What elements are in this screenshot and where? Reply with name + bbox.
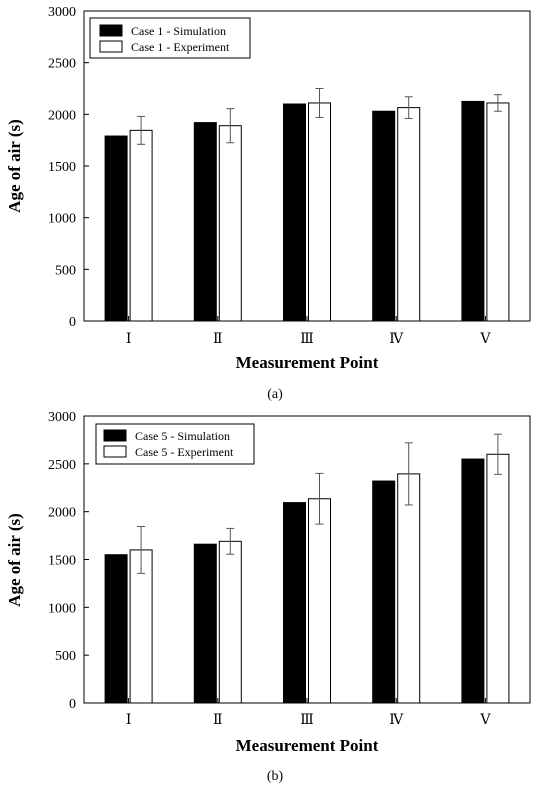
bar-simulation (104, 135, 128, 322)
x-tick-label: Ⅰ (126, 332, 132, 347)
bar-simulation (193, 122, 217, 322)
chart-panel-a: 0 500 1000 1500 2000 2500 3000 Ⅰ Ⅱ Ⅲ Ⅳ Ⅴ Case 1 - S… (5, 5, 531, 402)
y-tick-label: 1500 (48, 554, 76, 569)
bar-experiment (397, 473, 421, 704)
bar-experiment (218, 540, 242, 704)
y-tick-label: 3000 (48, 5, 76, 20)
legend: Case 5 - Simulation Case 5 - Experiment (95, 423, 255, 465)
y-axis-title: Age of air (s) (5, 513, 24, 607)
legend-swatch-experiment (99, 40, 123, 53)
bar-simulation (104, 554, 128, 704)
bar-simulation (193, 543, 217, 704)
panel-caption-b: (b) (267, 769, 284, 784)
panel-caption-a: (a) (267, 387, 283, 402)
legend-label-experiment: Case 1 - Experiment (131, 40, 230, 54)
x-axis-title: Measurement Point (236, 353, 379, 372)
legend-label-experiment: Case 5 - Experiment (135, 445, 234, 459)
y-tick-label: 3000 (48, 410, 76, 425)
y-tick-label: 0 (69, 697, 76, 712)
y-tick-label: 2000 (48, 108, 76, 123)
y-tick-label: 500 (55, 649, 76, 664)
legend-label-simulation: Case 5 - Simulation (135, 429, 230, 443)
chart-panel-b: 0 500 1000 1500 2000 2500 3000 Ⅰ Ⅱ Ⅲ Ⅳ Ⅴ Case 5 - S… (5, 410, 531, 784)
generated-marks: 0 500 1000 1500 2000 2500 3000 Ⅰ Ⅱ Ⅲ Ⅳ Ⅴ (48, 410, 510, 728)
x-axis-title: Measurement Point (236, 736, 379, 755)
bar-experiment (308, 102, 331, 322)
x-tick-label: Ⅳ (389, 332, 404, 347)
legend-swatch-experiment (103, 445, 127, 458)
x-tick-label: Ⅴ (479, 332, 491, 347)
x-tick-label: Ⅲ (300, 713, 314, 728)
y-axis-title: Age of air (s) (5, 119, 24, 213)
legend-swatch-simulation (99, 24, 123, 37)
x-tick-label: Ⅰ (126, 713, 132, 728)
y-tick-label: 0 (69, 315, 76, 330)
x-tick-label: Ⅴ (479, 713, 491, 728)
bar-simulation (283, 103, 306, 322)
bar-experiment (218, 125, 242, 322)
x-tick-label: Ⅲ (300, 332, 314, 347)
bar-experiment (129, 129, 153, 322)
x-tick-label: Ⅱ (213, 713, 223, 728)
bar-experiment (308, 498, 331, 704)
y-tick-label: 1000 (48, 212, 76, 227)
y-tick-label: 2000 (48, 506, 76, 521)
y-tick-label: 2500 (48, 458, 76, 473)
bar-experiment (397, 107, 421, 322)
bar-simulation (461, 100, 485, 322)
bar-simulation (372, 110, 396, 322)
generated-marks: 0 500 1000 1500 2000 2500 3000 Ⅰ Ⅱ Ⅲ Ⅳ Ⅴ (48, 5, 510, 347)
legend-swatch-simulation (103, 429, 127, 442)
legend-label-simulation: Case 1 - Simulation (131, 24, 226, 38)
legend: Case 1 - Simulation Case 1 - Experiment (89, 17, 251, 59)
x-tick-label: Ⅱ (213, 332, 223, 347)
y-tick-label: 1500 (48, 160, 76, 175)
y-tick-label: 500 (55, 263, 76, 278)
bar-simulation (461, 458, 485, 704)
bar-simulation (283, 502, 306, 704)
bar-experiment (486, 102, 510, 322)
y-tick-label: 1000 (48, 601, 76, 616)
y-tick-label: 2500 (48, 57, 76, 72)
bar-simulation (372, 480, 396, 704)
x-tick-label: Ⅳ (389, 713, 404, 728)
bar-experiment (486, 453, 510, 704)
